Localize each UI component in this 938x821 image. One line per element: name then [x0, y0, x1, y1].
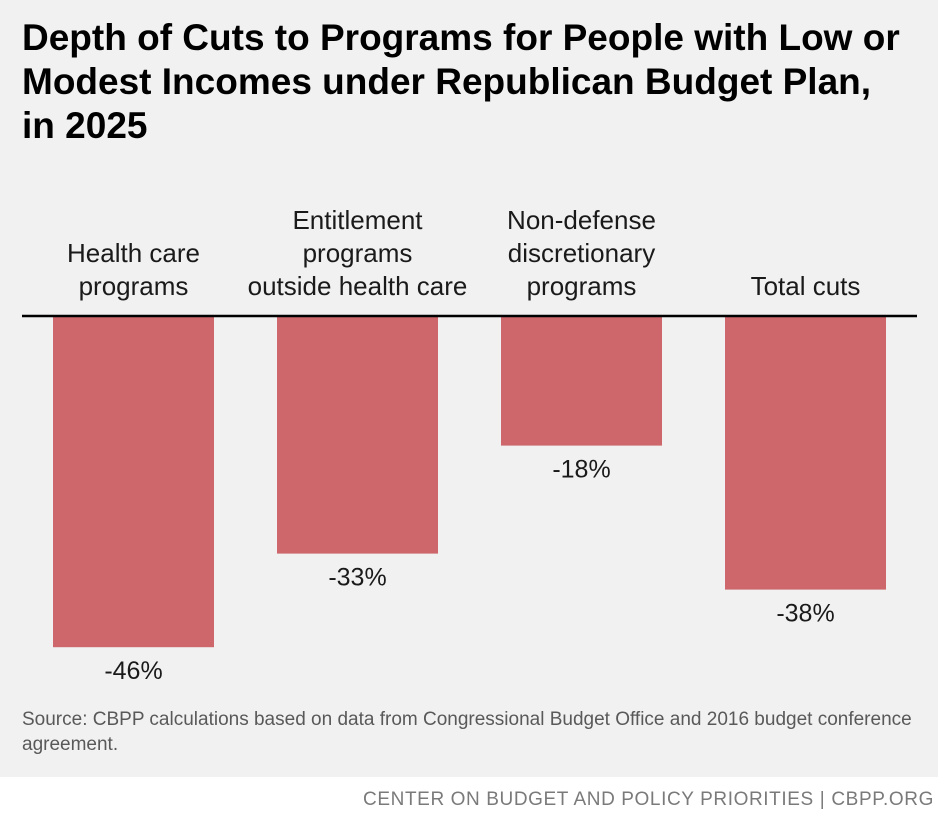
category-label-line: programs	[303, 238, 413, 268]
bar-4	[725, 316, 886, 590]
category-label-line: discretionary	[508, 238, 655, 268]
category-label-line: Non-defense	[507, 205, 656, 235]
bar-3	[501, 316, 662, 446]
bar-2	[277, 316, 438, 554]
footer-site: CBPP.ORG	[831, 789, 934, 810]
category-label-3: Non-defense discretionary programs	[507, 205, 656, 301]
category-label-line: Entitlement	[292, 205, 423, 235]
category-label-line: programs	[79, 271, 189, 301]
category-label-line: programs	[527, 271, 637, 301]
footer-org: CENTER ON BUDGET AND POLICY PRIORITIES	[363, 789, 814, 810]
footer-separator: |	[819, 789, 826, 810]
bar-chart: -46%Health care programs-33%Entitlement pr…	[22, 205, 917, 685]
chart-title: Depth of Cuts to Programs for People wit…	[22, 17, 900, 146]
value-label-4: -38%	[776, 600, 834, 628]
bars-group	[53, 316, 886, 648]
category-label-4: Total cuts	[751, 271, 861, 301]
value-label-2: -33%	[328, 564, 386, 592]
category-label-line: Total cuts	[751, 271, 861, 301]
bar-1	[53, 316, 214, 648]
value-label-1: -46%	[104, 657, 162, 685]
category-label-1: Health care programs	[67, 238, 200, 301]
source-note: Source: CBPP calculations based on data …	[22, 709, 912, 755]
labels-group: -46%Health care programs-33%Entitlement pr…	[67, 205, 860, 685]
value-label-3: -18%	[552, 456, 610, 484]
category-label-line: outside health care	[248, 271, 468, 301]
category-label-2: Entitlement programs outside health care	[248, 205, 468, 301]
footer-credit: CENTER ON BUDGET AND POLICY PRIORITIES | C…	[363, 789, 934, 811]
category-label-line: Health care	[67, 238, 200, 268]
